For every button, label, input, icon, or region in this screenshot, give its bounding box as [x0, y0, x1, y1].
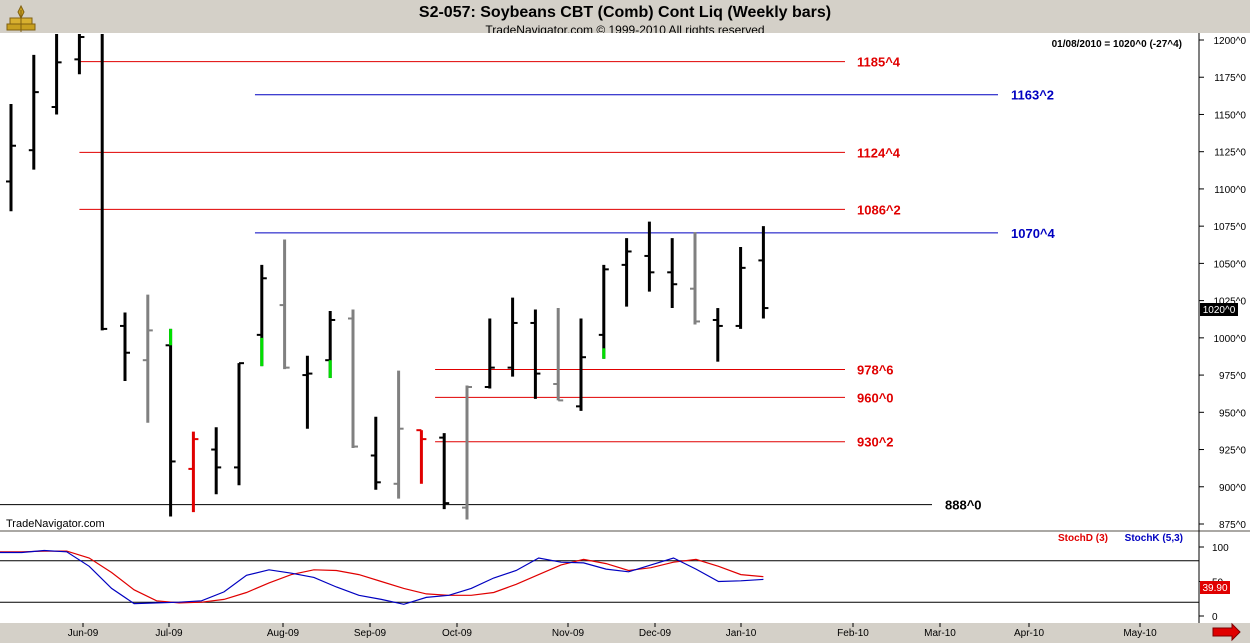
ohlc-bar — [735, 247, 746, 329]
x-tick-label: Dec-09 — [639, 628, 672, 639]
x-tick-label: Mar-10 — [924, 628, 956, 639]
y-tick-label: 1175^0 — [1214, 73, 1246, 84]
y-tick-label: 1075^0 — [1214, 222, 1247, 233]
y-tick-label: 1150^0 — [1214, 110, 1246, 121]
x-tick-label: Nov-09 — [552, 628, 585, 639]
ohlc-bar — [211, 427, 222, 495]
ohlc-bar — [484, 318, 495, 389]
x-tick-label: Oct-09 — [442, 628, 472, 639]
ohlc-bar — [6, 104, 16, 212]
level-label: 1070^4 — [1011, 226, 1056, 241]
x-tick-label: Apr-10 — [1014, 628, 1044, 639]
ohlc-bar — [120, 312, 130, 382]
level-label: 1086^2 — [857, 202, 901, 217]
chart-title: S2-057: Soybeans CBT (Comb) Cont Liq (We… — [418, 4, 832, 21]
x-tick-label: Sep-09 — [354, 628, 387, 639]
y-tick-label: 1200^0 — [1214, 36, 1247, 47]
x-tick-label: Aug-09 — [267, 628, 300, 639]
ohlc-bar — [100, 34, 108, 331]
svg-text:1020^0: 1020^0 — [1203, 305, 1236, 316]
ohlc-bar — [142, 294, 153, 423]
ohlc-bar — [462, 385, 472, 520]
stoch-legend-label: StochD (3) — [1058, 533, 1108, 544]
ohlc-bar — [188, 431, 199, 513]
ohlc-bar — [234, 362, 244, 486]
x-tick-label: Jan-10 — [726, 628, 757, 639]
y-tick-label: 1125^0 — [1214, 148, 1246, 159]
ohlc-bar — [302, 355, 313, 429]
watermark-text: TradeNavigator.com — [6, 518, 105, 530]
ohlc-bar — [507, 297, 518, 377]
y-tick-label: 975^0 — [1219, 371, 1246, 382]
level-label: 930^2 — [857, 435, 894, 450]
ohlc-bar — [621, 238, 632, 307]
x-tick-label: Feb-10 — [837, 628, 869, 639]
y-tick-label: 1025^0 — [1214, 297, 1247, 308]
y-tick-label: 900^0 — [1219, 483, 1246, 494]
level-label: 978^6 — [857, 362, 894, 377]
scroll-right-arrow-icon[interactable] — [1212, 622, 1241, 642]
ohlc-bar — [576, 318, 586, 411]
y-tick-label: 1000^0 — [1214, 334, 1247, 345]
ohlc-bar — [28, 54, 39, 170]
ohlc-bar — [598, 264, 609, 359]
ohlc-bar — [758, 226, 769, 319]
stoch-axis-background — [1199, 532, 1250, 623]
ohlc-bar — [690, 232, 700, 325]
ohlc-bar — [348, 309, 358, 449]
ohlc-bar — [644, 221, 655, 292]
ohlc-bar — [279, 239, 290, 370]
svg-text:39.90: 39.90 — [1202, 583, 1227, 594]
y-tick-label: 1100^0 — [1214, 185, 1246, 196]
level-label: 1163^2 — [1011, 88, 1054, 103]
level-label: 1124^4 — [857, 145, 901, 160]
last-price-info: 01/08/2010 = 1020^0 (-27^4) — [1052, 39, 1182, 50]
level-label: 960^0 — [857, 390, 894, 405]
ohlc-bar — [667, 238, 678, 309]
level-label: 1185^4 — [857, 55, 901, 70]
y-tick-label: 925^0 — [1219, 446, 1246, 457]
tradenavigator-logo-icon — [4, 4, 38, 34]
stoch-legend-label: StochK (5,3) — [1125, 533, 1183, 544]
x-tick-label: Jun-09 — [68, 628, 99, 639]
x-tick-label: May-10 — [1123, 628, 1157, 639]
stoch-panel-background — [0, 532, 1199, 623]
ohlc-bar — [530, 309, 541, 399]
ohlc-bar — [393, 370, 404, 499]
ohlc-bar — [416, 429, 427, 484]
ohlc-bar — [553, 308, 564, 402]
stoch-y-tick-label: 0 — [1212, 612, 1218, 623]
ohlc-bar — [370, 416, 381, 490]
stoch-y-tick-label: 100 — [1212, 543, 1229, 554]
x-tick-label: Jul-09 — [155, 628, 183, 639]
price-panel-background — [0, 33, 1199, 530]
stoch-value-tag: 39.90 — [1200, 581, 1230, 594]
ohlc-bar — [712, 308, 723, 362]
y-tick-label: 950^0 — [1219, 408, 1246, 419]
price-axis-background — [1199, 33, 1250, 530]
ohlc-bar — [74, 34, 85, 75]
ohlc-bar — [439, 433, 450, 510]
y-tick-label: 1050^0 — [1214, 259, 1247, 270]
price-tag: 1020^0 — [1200, 303, 1238, 316]
level-label: 888^0 — [945, 498, 982, 513]
ohlc-bar — [51, 34, 62, 115]
stoch-series-line — [0, 549, 764, 605]
y-tick-label: 875^0 — [1219, 520, 1246, 531]
